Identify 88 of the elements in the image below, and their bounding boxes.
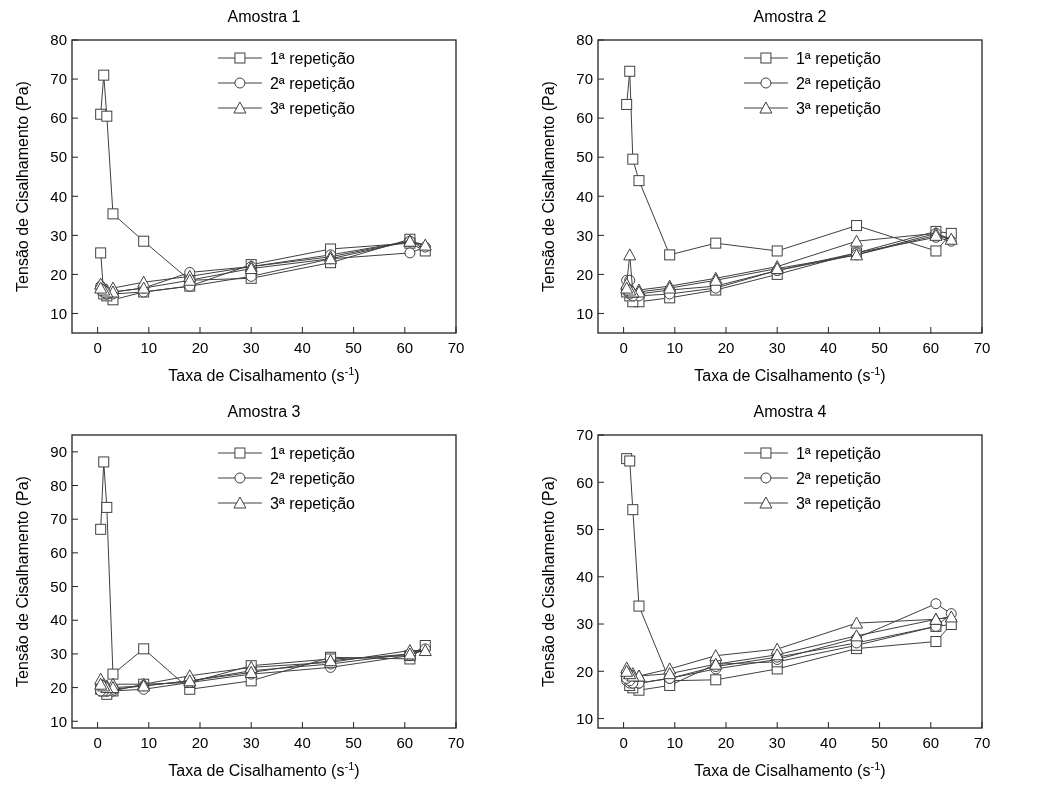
y-tick-label: 10 (576, 304, 593, 322)
x-tick-label: 10 (140, 734, 158, 751)
x-tick-label: 60 (396, 339, 414, 356)
legend-label: 3ª repetição (269, 494, 356, 512)
x-axis-title: Taxa de Cisalhamento (s$^{-1}$) (694, 760, 886, 779)
x-axis-title: Taxa de Cisalhamento (s$^{-1}$) (694, 365, 886, 384)
y-tick-label: 20 (50, 678, 67, 696)
x-tick-label: 60 (922, 734, 940, 751)
y-tick-label: 50 (576, 520, 593, 538)
x-tick-label: 30 (242, 339, 260, 356)
legend-label: 2ª repetição (795, 74, 882, 92)
x-tick-label: 0 (619, 734, 628, 751)
x-tick-label: 20 (717, 734, 735, 751)
x-tick-label: 0 (93, 339, 102, 356)
legend-label: 2ª repetição (269, 74, 356, 92)
x-tick-label: 20 (191, 734, 209, 751)
x-tick-label: 10 (666, 734, 684, 751)
y-tick-label: 20 (576, 662, 593, 680)
y-tick-label: 60 (576, 109, 593, 127)
x-tick-label: 40 (820, 734, 837, 751)
y-tick-label: 10 (50, 712, 67, 730)
y-tick-label: 40 (576, 568, 593, 586)
y-tick-label: 30 (576, 615, 593, 633)
x-tick-label: 0 (619, 339, 628, 356)
x-axis-title: Taxa de Cisalhamento (s$^{-1}$) (168, 760, 360, 779)
chart-title: Amostra 4 (753, 403, 827, 420)
x-tick-label: 70 (447, 734, 465, 751)
x-tick-label: 30 (768, 734, 786, 751)
chart-title: Amostra 3 (227, 403, 301, 420)
legend-label: 3ª repetição (269, 99, 356, 117)
y-tick-label: 60 (50, 544, 67, 562)
y-axis-title: Tensão de Cisalhamento (Pa) (540, 476, 557, 687)
legend-label: 3ª repetição (795, 494, 882, 512)
x-tick-label: 60 (396, 734, 414, 751)
y-tick-label: 80 (576, 31, 593, 49)
y-tick-label: 10 (576, 709, 593, 727)
y-tick-label: 60 (576, 473, 593, 491)
y-tick-label: 50 (50, 148, 67, 166)
legend-label: 3ª repetição (795, 99, 882, 117)
x-tick-label: 30 (242, 734, 260, 751)
y-axis-title: Tensão de Cisalhamento (Pa) (540, 81, 557, 292)
x-tick-label: 70 (973, 734, 991, 751)
y-tick-label: 40 (50, 611, 67, 629)
legend-label: 2ª repetição (795, 469, 882, 487)
y-tick-label: 90 (50, 443, 67, 461)
x-tick-label: 40 (820, 339, 837, 356)
y-tick-label: 30 (50, 226, 67, 244)
x-tick-label: 10 (666, 339, 684, 356)
y-tick-label: 10 (50, 304, 67, 322)
y-tick-label: 80 (50, 31, 67, 49)
x-tick-label: 40 (294, 339, 311, 356)
y-tick-label: 30 (50, 645, 67, 663)
y-tick-label: 70 (50, 510, 67, 528)
x-tick-label: 10 (140, 339, 158, 356)
x-tick-label: 50 (345, 339, 362, 356)
y-tick-label: 80 (50, 476, 67, 494)
x-tick-label: 30 (768, 339, 786, 356)
x-tick-label: 50 (345, 734, 362, 751)
x-tick-label: 70 (973, 339, 991, 356)
chart-title: Amostra 2 (753, 8, 827, 25)
y-tick-label: 70 (50, 70, 67, 88)
y-tick-label: 40 (576, 187, 593, 205)
y-tick-label: 70 (576, 70, 593, 88)
legend-label: 1ª repetição (795, 444, 882, 462)
y-tick-label: 50 (50, 577, 67, 595)
y-tick-label: 20 (50, 265, 67, 283)
x-tick-label: 40 (294, 734, 311, 751)
y-tick-label: 60 (50, 109, 67, 127)
y-tick-label: 20 (576, 265, 593, 283)
y-tick-label: 50 (576, 148, 593, 166)
legend-label: 1ª repetição (269, 444, 356, 462)
x-tick-label: 70 (447, 339, 465, 356)
x-tick-label: 60 (922, 339, 940, 356)
y-tick-label: 30 (576, 226, 593, 244)
legend-label: 1ª repetição (269, 49, 356, 67)
y-axis-title: Tensão de Cisalhamento (Pa) (14, 476, 31, 687)
x-tick-label: 50 (871, 734, 888, 751)
legend-label: 2ª repetição (269, 469, 356, 487)
legend-label: 1ª repetição (795, 49, 882, 67)
y-tick-label: 40 (50, 187, 67, 205)
x-tick-label: 20 (717, 339, 735, 356)
x-tick-label: 50 (871, 339, 888, 356)
x-tick-label: 0 (93, 734, 102, 751)
x-axis-title: Taxa de Cisalhamento (s$^{-1}$) (168, 365, 360, 384)
y-tick-label: 70 (576, 426, 593, 444)
y-axis-title: Tensão de Cisalhamento (Pa) (14, 81, 31, 292)
x-tick-label: 20 (191, 339, 209, 356)
chart-title: Amostra 1 (227, 8, 301, 25)
